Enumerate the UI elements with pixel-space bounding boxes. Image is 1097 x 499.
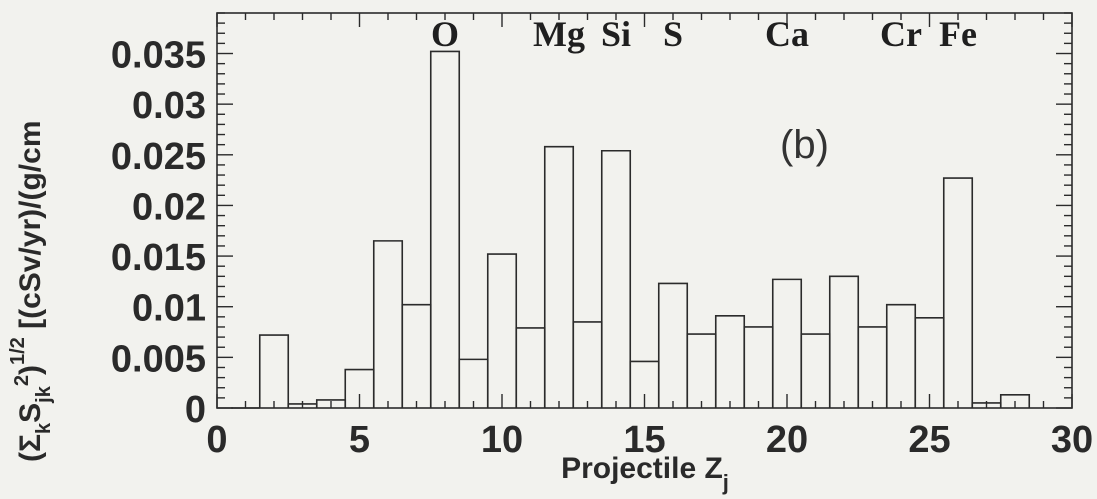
histogram-bar [771, 278, 803, 408]
y-tick-label: 0.035 [111, 35, 206, 77]
element-label: Fe [939, 14, 977, 54]
histogram-bar [885, 303, 917, 408]
y-axis-title-part: k [33, 422, 55, 434]
histogram-bar [657, 282, 689, 408]
x-axis-title-main: Projectile Z [561, 452, 723, 485]
histogram-bar [714, 315, 746, 408]
element-label: Ca [765, 14, 809, 54]
y-tick-label: 0.025 [111, 136, 206, 178]
x-tick-label: 25 [908, 419, 950, 461]
y-axis-title-part: ( [14, 452, 47, 462]
y-axis-title-part: 2 [11, 375, 33, 386]
y-axis-title-part: 1/2 [7, 337, 29, 365]
y-axis-title: (ΣkSjk2)1/2 [(cSv/yr)/(g/cm [7, 120, 55, 462]
element-label: Cr [880, 14, 922, 54]
y-tick-label: 0 [185, 389, 206, 431]
histogram-bar [686, 333, 717, 408]
histogram-bar [458, 358, 489, 408]
histogram-bar [857, 326, 888, 408]
element-label: Mg [533, 14, 585, 54]
y-axis-title-part: S [14, 403, 47, 423]
histogram-bar [486, 253, 518, 408]
histogram-bar [600, 149, 632, 408]
element-label: Si [601, 14, 631, 54]
histogram-bar [401, 303, 432, 408]
y-axis-title-part: ) [14, 365, 47, 375]
histogram-bar [515, 327, 546, 408]
x-tick-label: 15 [623, 419, 665, 461]
element-label: O [431, 14, 459, 54]
histogram-bar [258, 334, 290, 408]
y-axis-title-part: [(cSv/yr)/(g/cm [14, 120, 47, 337]
y-axis-title-part: Σ [14, 434, 47, 452]
histogram-bar [942, 177, 974, 408]
histogram-bar [828, 275, 860, 408]
histogram-bar [999, 394, 1031, 408]
y-tick-label: 0.005 [111, 338, 206, 380]
x-tick-label: 0 [206, 419, 227, 461]
histogram-bar [572, 321, 603, 408]
y-axis-title-part: jk [33, 385, 55, 404]
y-tick-label: 0.015 [111, 237, 206, 279]
histogram-bar [800, 333, 831, 408]
y-tick-label: 0.03 [132, 85, 206, 127]
x-tick-label: 20 [766, 419, 808, 461]
x-tick-label: 5 [349, 419, 370, 461]
histogram-bar [429, 50, 461, 408]
y-tick-label: 0.01 [132, 288, 206, 330]
histogram-bar [743, 326, 774, 408]
y-tick-label: 0.02 [132, 186, 206, 228]
histogram-bar [372, 240, 404, 408]
x-tick-label: 10 [481, 419, 523, 461]
x-axis-title-sub: j [722, 470, 729, 495]
panel-label: (b) [780, 123, 829, 167]
histogram-bar [543, 145, 575, 408]
x-axis-title: Projectile Zj [561, 452, 729, 495]
element-label: S [663, 14, 683, 54]
x-tick-label: 30 [1051, 419, 1093, 461]
